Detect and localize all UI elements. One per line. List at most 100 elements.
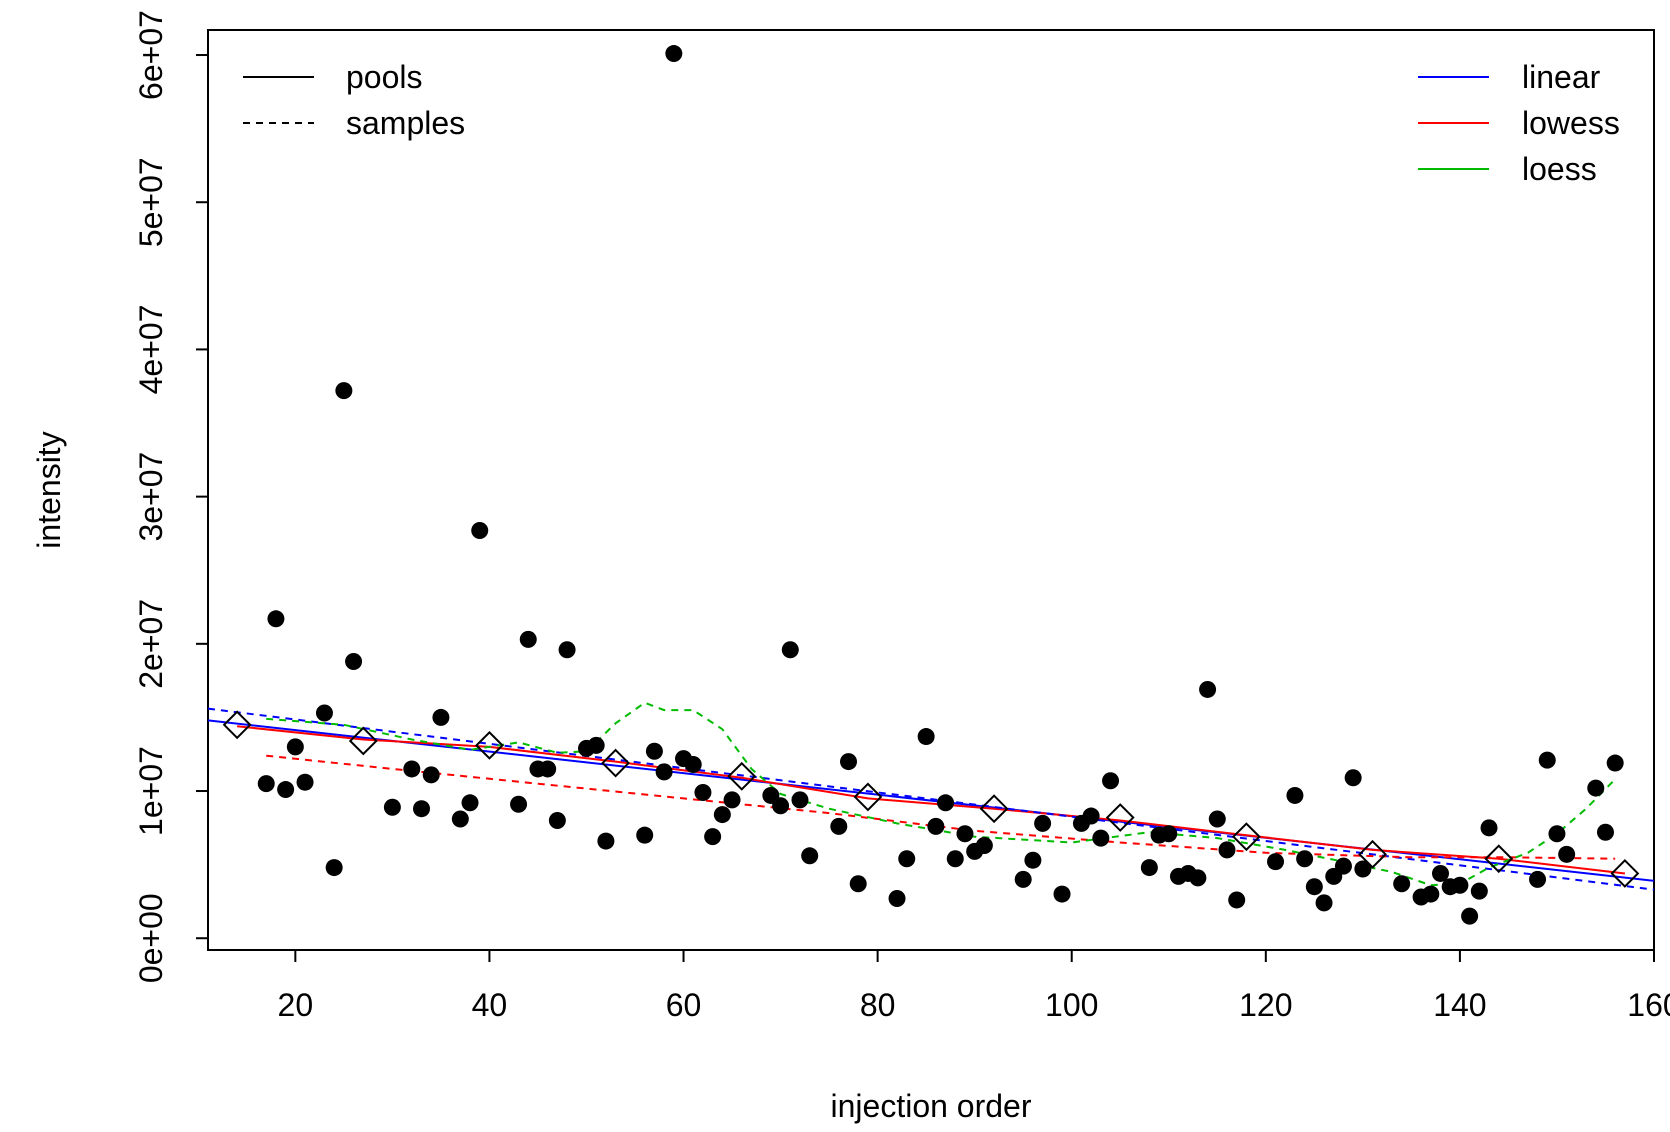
sample-point [1102,772,1120,790]
sample-point [383,798,401,816]
sample-point [1140,859,1158,877]
sample-point [510,795,528,813]
x-tick-label: 60 [666,987,702,1023]
sample-point [917,728,935,746]
y-tick-label: 6e+07 [133,10,169,100]
y-tick-label: 4e+07 [133,304,169,394]
sample-point [1315,894,1333,912]
sample-point [1587,779,1605,797]
pool-point [1231,822,1261,852]
pool-point [853,782,883,812]
pool-point [727,761,757,791]
sample-point [1422,885,1440,903]
sample-point [713,806,731,824]
sample-point [325,859,343,877]
sample-point [791,791,809,809]
pool-point [1484,844,1514,874]
sample-point [471,521,489,539]
sample-point [451,810,469,828]
sample-point [1082,807,1100,825]
sample-point [422,766,440,784]
sample-point [1296,850,1314,868]
sample-point [1354,860,1372,878]
sample-point [1228,891,1246,909]
x-tick-label: 20 [278,987,314,1023]
sample-point [1461,907,1479,925]
sample-point [704,828,722,846]
sample-point [1267,853,1285,871]
x-tick-label: 120 [1239,987,1292,1023]
sample-point [645,742,663,760]
sample-point [1092,829,1110,847]
sample-point [1538,751,1556,769]
sample-point [296,773,314,791]
x-axis-label: injection order [831,1088,1032,1124]
lowess-fit-pools-line [236,725,1626,875]
sample-point [587,736,605,754]
legend-method: linear lowess loess [1418,59,1620,187]
sample-point [1014,870,1032,888]
sample-point [975,836,993,854]
sample-point [723,791,741,809]
y-tick-label: 2e+07 [133,599,169,689]
sample-point [335,382,353,400]
sample-point [655,763,673,781]
sample-point [1189,869,1207,887]
sample-point [403,760,421,778]
sample-point [1451,876,1469,894]
sample-point [849,875,867,893]
sample-point [539,760,557,778]
sample-point [1393,875,1411,893]
sample-point [558,641,576,659]
sample-point [1024,851,1042,869]
sample-point [1334,857,1352,875]
lowess-fit-samples-line [266,754,1616,860]
x-tick-label: 140 [1433,987,1486,1023]
pool-point [979,794,1009,824]
sample-point [519,630,537,648]
legend-linetype: pools samples [243,59,465,141]
data-points [222,45,1640,925]
sample-point [1596,823,1614,841]
sample-point [432,708,450,726]
sample-point [267,610,285,628]
sample-point [345,652,363,670]
legend-label-samples: samples [346,105,465,141]
y-tick-label: 3e+07 [133,452,169,542]
sample-point [1286,786,1304,804]
pool-point [222,710,252,740]
pool-point [601,748,631,778]
y-tick-label: 5e+07 [133,157,169,247]
y-axis-label: intensity [31,431,67,548]
legend-label-lowess: lowess [1522,105,1620,141]
sample-point [1218,841,1236,859]
y-tick-label: 1e+07 [133,746,169,836]
sample-point [946,850,964,868]
legend-label-loess: loess [1522,151,1597,187]
sample-point [1034,814,1052,832]
sample-point [1160,825,1178,843]
sample-point [781,641,799,659]
sample-point [1470,882,1488,900]
sample-point [1199,680,1217,698]
sample-point [1558,845,1576,863]
pool-point [475,730,504,760]
sample-point [1548,825,1566,843]
loess-fit-samples-line [266,701,1616,887]
x-tick-label: 80 [860,987,896,1023]
sample-point [315,704,333,722]
sample-point [937,794,955,812]
sample-point [684,756,702,774]
fit-lines [207,701,1655,891]
pool-point [1358,839,1387,869]
pool-point [1105,803,1135,832]
sample-point [1431,864,1449,882]
sample-point [597,832,615,850]
pool-point [348,726,378,756]
sample-point [1305,878,1323,896]
sample-point [461,794,479,812]
sample-point [413,800,431,818]
x-tick-label: 40 [472,987,508,1023]
sample-point [801,847,819,865]
